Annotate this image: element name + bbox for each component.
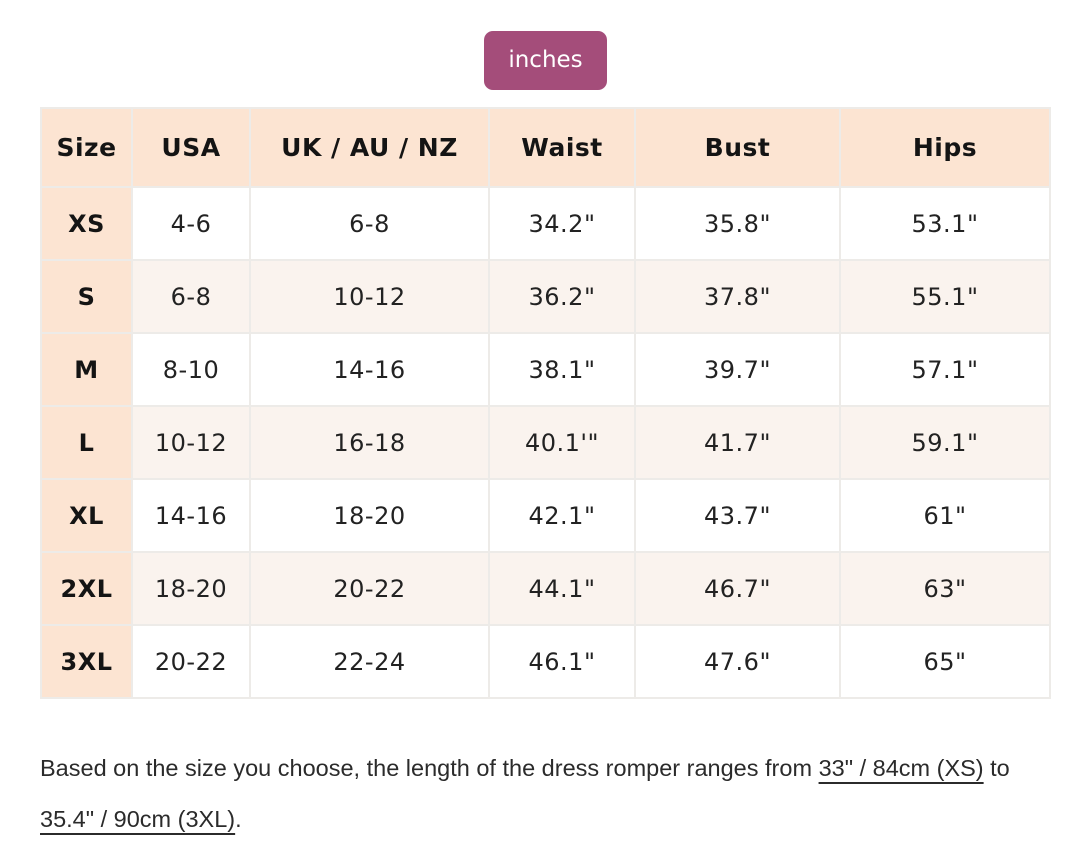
column-header-size: Size [40,107,133,188]
table-cell: 4-6 [131,186,251,261]
table-cell: 20-22 [249,551,490,626]
table-cell: 46.7" [634,551,841,626]
table-row: 2XL 18-20 20-22 44.1" 46.7" 63" [40,551,1051,626]
column-header-waist: Waist [488,107,636,188]
table-cell: 46.1" [488,624,636,699]
column-header-bust: Bust [634,107,841,188]
table-cell: 39.7" [634,332,841,407]
table-cell: 8-10 [131,332,251,407]
length-note-text: Based on the size you choose, the length… [40,755,819,781]
table-cell: 47.6" [634,624,841,699]
table-cell: 38.1" [488,332,636,407]
table-cell: 53.1" [839,186,1051,261]
column-header-uk-au-nz: UK / AU / NZ [249,107,490,188]
table-row: L 10-12 16-18 40.1'" 41.7" 59.1" [40,405,1051,480]
table-cell: 55.1" [839,259,1051,334]
table-cell: 16-18 [249,405,490,480]
table-row: XS 4-6 6-8 34.2" 35.8" 53.1" [40,186,1051,261]
table-cell: 18-20 [249,478,490,553]
unit-toggle-bar: inches [0,0,1091,90]
column-header-hips: Hips [839,107,1051,188]
table-row: M 8-10 14-16 38.1" 39.7" 57.1" [40,332,1051,407]
table-cell: 41.7" [634,405,841,480]
table-cell: 10-12 [131,405,251,480]
row-header-size: M [40,332,133,407]
length-note-period: . [235,805,242,832]
length-range-xs: 33" / 84cm (XS) [818,755,984,781]
table-row: S 6-8 10-12 36.2" 37.8" 55.1" [40,259,1051,334]
table-cell: 44.1" [488,551,636,626]
row-header-size: XL [40,478,133,553]
table-cell: 20-22 [131,624,251,699]
length-note: Based on the size you choose, the length… [40,743,1051,844]
table-cell: 63" [839,551,1051,626]
table-cell: 65" [839,624,1051,699]
table-row: XL 14-16 18-20 42.1" 43.7" 61" [40,478,1051,553]
row-header-size: 3XL [40,624,133,699]
size-chart-table: Size USA UK / AU / NZ Waist Bust Hips XS… [40,107,1051,699]
table-cell: 37.8" [634,259,841,334]
table-cell: 40.1'" [488,405,636,480]
table-cell: 35.8" [634,186,841,261]
table-cell: 42.1" [488,478,636,553]
table-cell: 18-20 [131,551,251,626]
table-cell: 43.7" [634,478,841,553]
table-header-row: Size USA UK / AU / NZ Waist Bust Hips [40,107,1051,188]
row-header-size: L [40,405,133,480]
table-cell: 57.1" [839,332,1051,407]
table-cell: 59.1" [839,405,1051,480]
table-cell: 10-12 [249,259,490,334]
table-cell: 6-8 [131,259,251,334]
table-cell: 61" [839,478,1051,553]
table-cell: 34.2" [488,186,636,261]
unit-inches-button[interactable]: inches [484,31,607,90]
table-cell: 36.2" [488,259,636,334]
table-cell: 14-16 [131,478,251,553]
table-cell: 22-24 [249,624,490,699]
table-row: 3XL 20-22 22-24 46.1" 47.6" 65" [40,624,1051,699]
row-header-size: S [40,259,133,334]
table-cell: 6-8 [249,186,490,261]
length-range-3xl: 35.4" / 90cm (3XL) [40,805,236,832]
table-cell: 14-16 [249,332,490,407]
row-header-size: 2XL [40,551,133,626]
column-header-usa: USA [131,107,251,188]
length-note-connector: to [983,755,1010,781]
row-header-size: XS [40,186,133,261]
size-table-body: XS 4-6 6-8 34.2" 35.8" 53.1" S 6-8 10-12 36.2" 37.… [40,186,1051,699]
